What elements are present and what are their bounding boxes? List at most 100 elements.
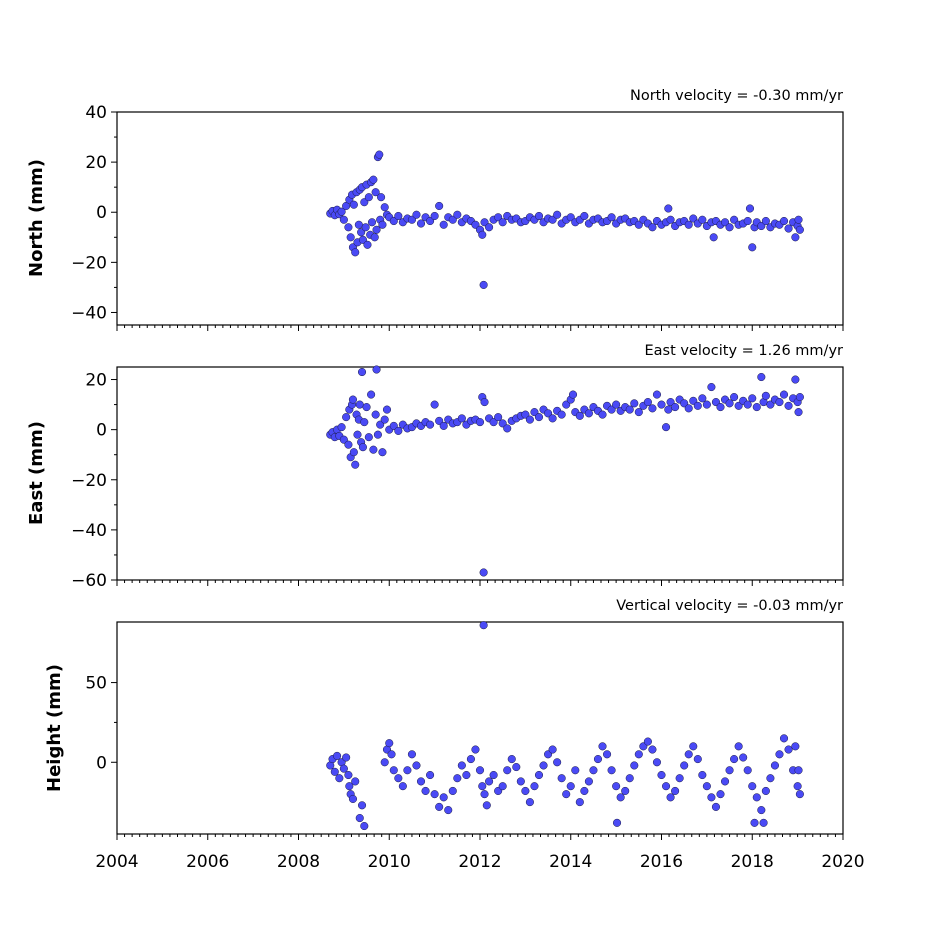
north-data-point <box>380 203 389 212</box>
height-data-point <box>539 761 548 770</box>
height-data-point <box>389 766 398 775</box>
east-data-point <box>426 420 435 429</box>
east-y-tick-label: 0 <box>96 421 107 441</box>
height-data-point <box>652 758 662 767</box>
east-data-point <box>364 433 373 442</box>
height-x-tick-label: 2018 <box>731 852 774 872</box>
height-data-point <box>412 761 421 770</box>
east-data-point <box>342 413 351 422</box>
north-data-point <box>666 215 675 224</box>
north-data-point <box>553 210 562 219</box>
east-y-tick-label: 20 <box>85 371 107 391</box>
east-data-point <box>584 409 593 418</box>
height-data-point <box>503 766 512 775</box>
height-y-axis-label: Height (mm) <box>44 664 65 792</box>
east-data-point <box>389 421 398 430</box>
north-data-point <box>784 224 793 233</box>
east-data-point <box>367 390 376 399</box>
east-data-point <box>372 365 381 374</box>
east-data-point <box>435 416 444 425</box>
north-data-point <box>369 175 378 184</box>
east-data-point <box>657 400 666 409</box>
height-data-point <box>698 770 707 780</box>
height-data-point <box>607 766 616 775</box>
height-data-point <box>398 782 407 791</box>
height-data-point <box>430 790 439 799</box>
height-data-point <box>589 766 598 775</box>
height-data-point <box>530 782 539 791</box>
height-data-point <box>416 777 426 786</box>
height-data-point <box>616 793 625 802</box>
east-data-point <box>376 420 385 429</box>
east-data-point <box>698 394 707 403</box>
east-data-point <box>351 460 360 469</box>
east-data-point <box>652 390 662 399</box>
north-data-point <box>370 233 379 242</box>
north-data-point <box>364 193 373 202</box>
north-data-point <box>498 218 507 227</box>
east-data-point <box>479 568 488 577</box>
north-data-point <box>346 233 355 242</box>
north-data-point <box>339 215 348 224</box>
east-data-point <box>630 399 639 408</box>
north-data-point <box>743 216 752 226</box>
north-data-point <box>698 215 707 224</box>
east-data-point <box>661 423 671 432</box>
height-data-point <box>748 782 757 791</box>
east-data-point <box>494 413 503 422</box>
height-data-point <box>730 755 739 764</box>
east-data-point <box>689 396 698 405</box>
north-y-tick-label: 40 <box>85 103 107 123</box>
height-data-point <box>648 745 657 754</box>
east-y-tick-label: −60 <box>71 571 107 591</box>
east-data-point <box>757 372 766 382</box>
north-data-point <box>448 215 457 224</box>
height-data-point <box>621 786 630 796</box>
north-data-point <box>566 213 575 222</box>
east-data-point <box>525 415 534 424</box>
north-data-point <box>389 216 398 226</box>
north-data-point <box>479 280 488 289</box>
height-data-point <box>448 786 457 796</box>
east-data-point <box>394 426 403 435</box>
north-y-tick-label: 20 <box>85 153 107 173</box>
height-data-point <box>457 761 466 770</box>
east-data-point <box>680 399 689 408</box>
east-data-point <box>503 424 512 433</box>
north-panel: North velocity = -0.30 mm/yr North (mm) … <box>26 88 844 331</box>
height-x-tick-label: 2004 <box>95 852 138 872</box>
east-data-point <box>498 419 507 428</box>
east-data-point <box>430 400 439 409</box>
north-data-point <box>394 211 403 221</box>
height-data-point <box>562 790 571 799</box>
north-data-point <box>709 233 718 242</box>
height-x-tick-label: 2008 <box>277 852 320 872</box>
height-data-point <box>345 782 354 791</box>
east-data-point <box>475 418 485 427</box>
height-x-tick-label: 2020 <box>821 852 864 872</box>
east-data-point <box>671 403 680 412</box>
height-data-point <box>766 774 775 783</box>
height-data-point <box>702 782 711 791</box>
north-data-point <box>478 230 487 239</box>
east-data-point <box>794 408 803 417</box>
east-data-point <box>362 403 371 412</box>
height-data-point <box>693 755 702 764</box>
height-data-point <box>775 750 784 759</box>
north-data-point <box>361 223 370 232</box>
north-data-point <box>534 211 544 221</box>
height-data-point <box>752 793 761 802</box>
north-data-point <box>664 204 673 213</box>
height-data-point <box>566 782 575 791</box>
north-data-point <box>430 211 439 221</box>
vertical-velocity-title: Vertical velocity = -0.03 mm/yr <box>616 598 843 614</box>
height-x-tick-label: 2006 <box>186 852 229 872</box>
height-data-point <box>707 793 716 802</box>
height-data-point <box>795 790 804 799</box>
height-data-point <box>720 777 730 786</box>
north-velocity-title: North velocity = -0.30 mm/yr <box>630 88 843 104</box>
height-data-point <box>357 801 367 810</box>
height-y-tick-label: 50 <box>85 674 107 694</box>
height-data-point <box>750 818 759 827</box>
east-data-point <box>344 440 353 449</box>
